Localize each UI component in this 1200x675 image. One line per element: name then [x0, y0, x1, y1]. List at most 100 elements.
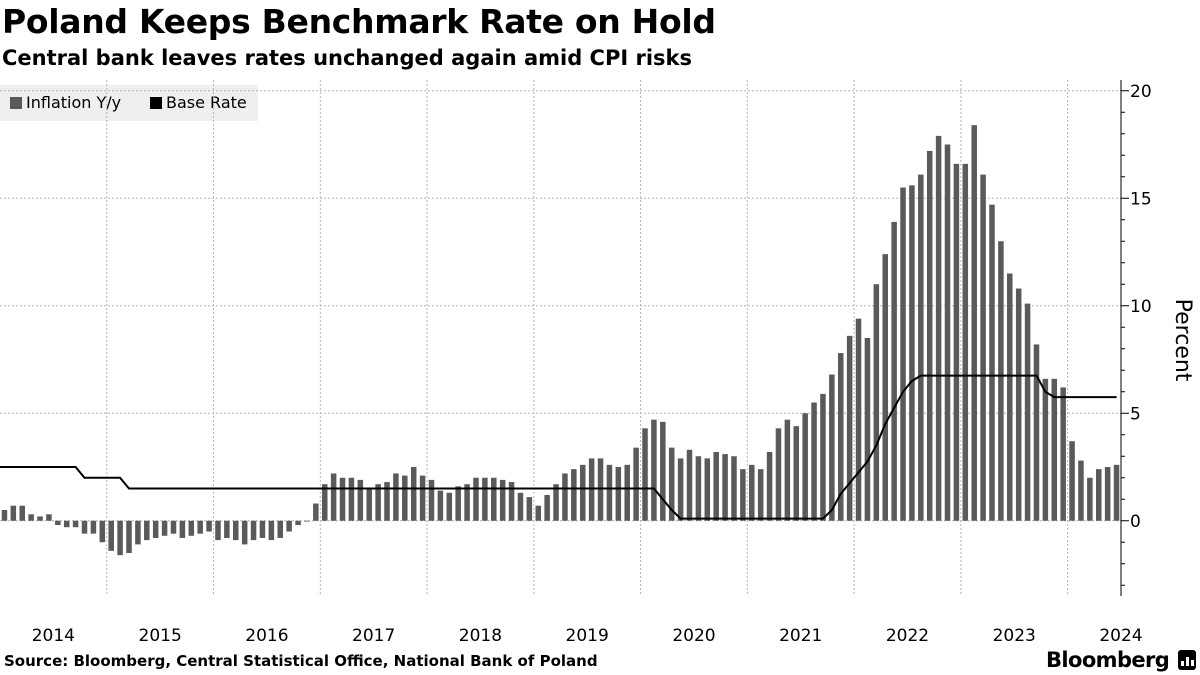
- inflation-bar: [10, 505, 17, 521]
- inflation-bar: [188, 520, 195, 536]
- inflation-bar: [900, 187, 906, 521]
- inflation-bar: [731, 456, 737, 521]
- legend-item-base-rate: Base Rate: [150, 93, 247, 112]
- inflation-bar: [989, 204, 995, 521]
- x-tick-label: 2021: [779, 626, 822, 646]
- inflation-bar: [660, 421, 666, 521]
- inflation-bar: [464, 484, 470, 521]
- legend: Inflation Y/y Base Rate: [0, 85, 258, 121]
- inflation-bar: [491, 477, 497, 521]
- inflation-bar: [811, 402, 817, 521]
- grid: [0, 80, 1121, 596]
- legend-label-base-rate: Base Rate: [166, 93, 247, 112]
- inflation-bar: [277, 520, 284, 538]
- inflation-bar: [508, 482, 515, 521]
- inflation-bar: [375, 484, 381, 521]
- inflation-bar: [410, 467, 417, 521]
- inflation-bar: [553, 484, 559, 521]
- chart-subtitle: Central bank leaves rates unchanged agai…: [2, 46, 692, 70]
- inflation-bar: [998, 241, 1004, 521]
- x-tick-label: 2016: [245, 626, 288, 646]
- inflation-bar: [517, 492, 524, 521]
- x-tick-label: 2015: [139, 626, 182, 646]
- inflation-bar: [722, 454, 728, 521]
- inflation-bar: [1033, 344, 1040, 521]
- inflation-bar: [206, 520, 212, 532]
- inflation-bar: [1060, 387, 1066, 521]
- inflation-bar: [126, 520, 132, 553]
- inflation-bar: [233, 520, 239, 541]
- inflation-bar: [419, 475, 426, 521]
- inflation-bar: [535, 505, 542, 521]
- inflation-bar: [304, 520, 310, 522]
- inflation-bars: [1, 125, 1120, 556]
- base-rate-line-group: [0, 374, 1117, 520]
- inflation-bar: [891, 221, 897, 521]
- y-tick-label: 0: [1130, 512, 1141, 532]
- inflation-bar: [588, 458, 595, 521]
- inflation-bar: [348, 477, 355, 521]
- inflation-bar: [677, 458, 684, 521]
- inflation-bar: [944, 144, 951, 521]
- inflation-bar: [321, 484, 328, 521]
- inflation-bar: [1078, 460, 1084, 521]
- y-axis-label: Percent: [1170, 299, 1195, 382]
- inflation-bar: [793, 426, 800, 521]
- inflation-bar: [766, 451, 773, 521]
- inflation-bar: [152, 520, 159, 538]
- x-tick-label: 2017: [352, 626, 395, 646]
- inflation-bar: [1069, 441, 1075, 521]
- inflation-bar: [579, 464, 586, 521]
- legend-label-inflation: Inflation Y/y: [26, 93, 122, 112]
- source-note: Source: Bloomberg, Central Statistical O…: [4, 652, 598, 670]
- y-tick-label: 15: [1130, 189, 1152, 209]
- inflation-bar: [713, 451, 719, 521]
- inflation-bar: [846, 335, 853, 521]
- inflation-bar: [455, 486, 461, 521]
- inflation-bar: [704, 458, 711, 521]
- inflation-bar: [179, 520, 186, 538]
- inflation-bar: [37, 516, 43, 521]
- inflation-bar: [562, 473, 568, 521]
- inflation-bar: [55, 520, 61, 526]
- inflation-bar: [428, 479, 435, 521]
- inflation-bar: [918, 174, 924, 521]
- inflation-bar: [499, 479, 506, 521]
- inflation-bar: [1087, 477, 1093, 521]
- inflation-bar: [215, 520, 221, 541]
- inflation-bar: [926, 150, 933, 521]
- inflation-bar: [1104, 467, 1111, 521]
- inflation-bar: [295, 520, 301, 526]
- inflation-bar: [873, 284, 880, 521]
- inflation-bar: [837, 353, 844, 521]
- x-tick-label: 2020: [672, 626, 715, 646]
- inflation-bar: [633, 447, 639, 521]
- inflation-bar: [384, 482, 390, 521]
- inflation-bar: [740, 469, 746, 521]
- inflation-bar: [313, 503, 319, 521]
- inflation-bar: [571, 469, 577, 521]
- inflation-bar: [935, 135, 942, 521]
- inflation-bar: [339, 477, 346, 521]
- legend-swatch-inflation: [10, 96, 22, 109]
- inflation-bar: [224, 520, 230, 538]
- x-tick-label: 2023: [993, 626, 1036, 646]
- inflation-bar: [99, 520, 106, 543]
- axes: 0 5 10 15 20 2014 2015 2016 2017 2018 2019 2020 2021…: [32, 80, 1152, 646]
- inflation-bar: [482, 477, 488, 521]
- inflation-bar: [28, 514, 34, 521]
- inflation-bar: [1113, 464, 1120, 521]
- x-tick-label: 2014: [32, 626, 75, 646]
- inflation-bar: [402, 475, 408, 521]
- x-tick-label: 2019: [566, 626, 609, 646]
- inflation-bar: [829, 374, 835, 521]
- inflation-bar: [757, 469, 764, 521]
- inflation-bar: [749, 464, 755, 521]
- inflation-bar: [1015, 288, 1022, 521]
- inflation-bar: [526, 497, 533, 521]
- inflation-bar: [668, 447, 675, 521]
- inflation-bar: [953, 163, 960, 521]
- inflation-bar: [72, 520, 79, 528]
- inflation-bar: [63, 520, 70, 528]
- inflation-bar: [117, 520, 123, 556]
